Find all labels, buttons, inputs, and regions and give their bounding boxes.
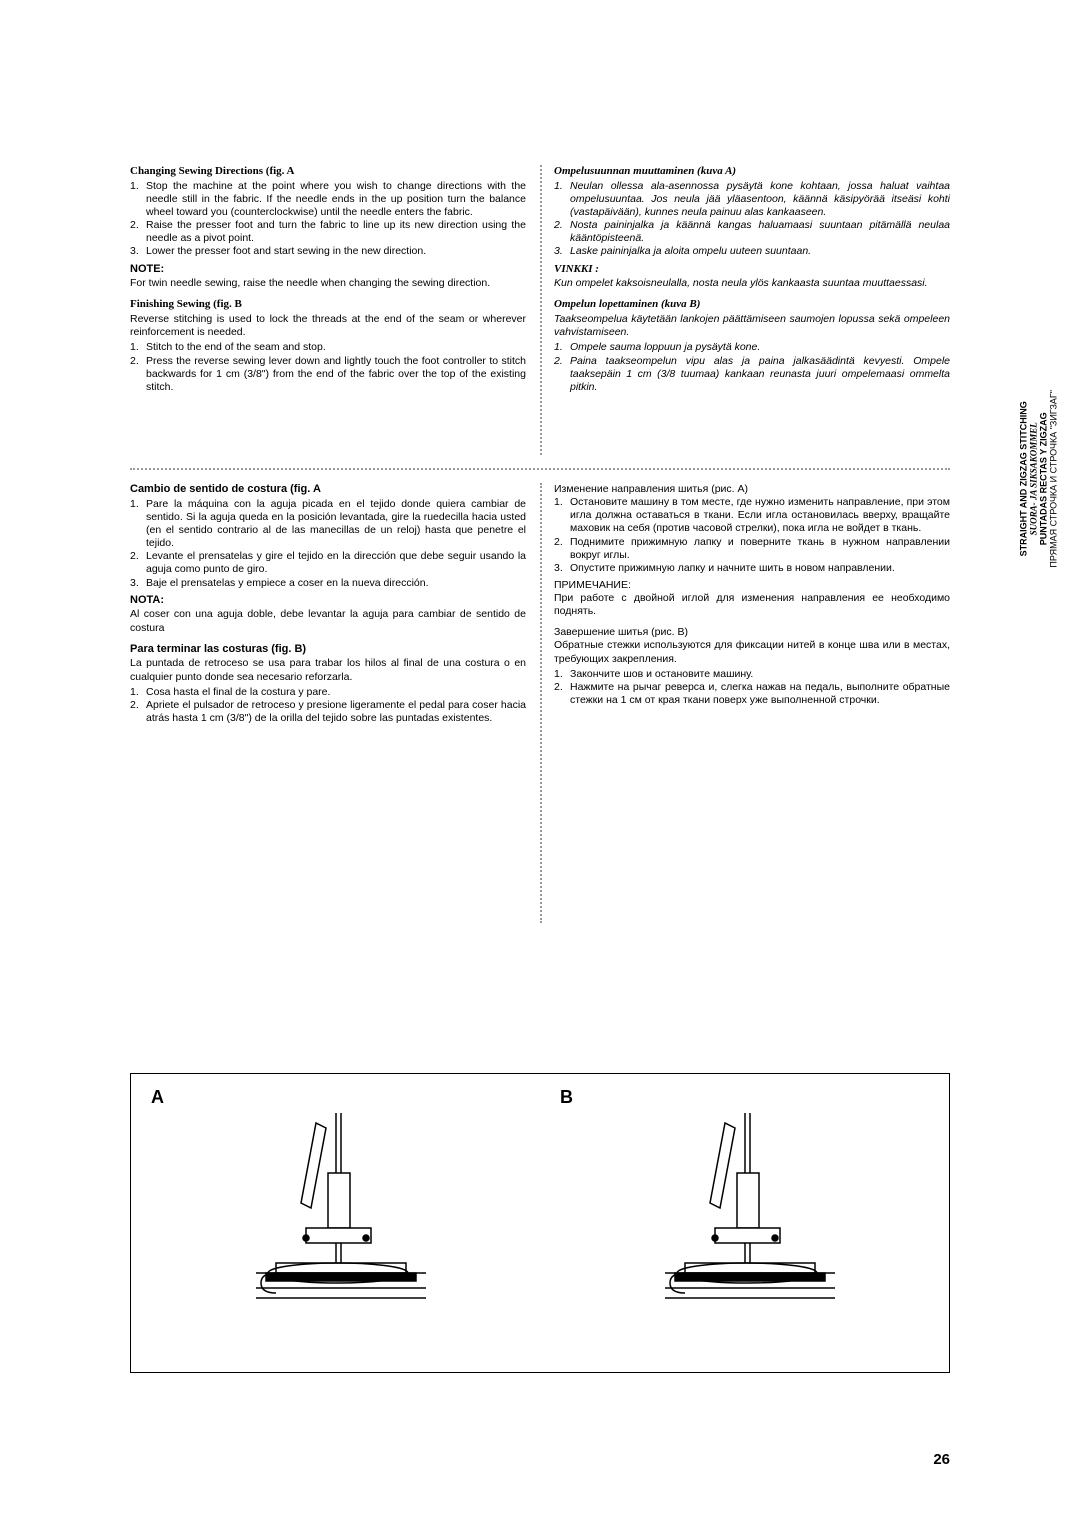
note-text-ru: При работе с двойной иглой для изменения…	[554, 592, 950, 618]
heading-fi-changing: Ompelusuunnan muuttaminen (kuva A)	[554, 165, 950, 179]
figure-label-a: A	[151, 1086, 164, 1109]
presser-foot-diagram-b	[615, 1113, 875, 1333]
column-finnish: Ompelusuunnan muuttaminen (kuva A) 1.Neu…	[552, 165, 950, 455]
column-spanish: Cambio de sentido de costura (fig. A 1.P…	[130, 483, 532, 923]
column-russian: Изменение направления шитья (рис. A) 1.О…	[552, 483, 950, 923]
list-fi-changing: 1.Neulan ollessa ala-asennossa pysäytä k…	[554, 180, 950, 259]
heading-en-changing: Changing Sewing Directions (fig. A	[130, 165, 526, 179]
intro-en-finishing: Reverse stitching is used to lock the th…	[130, 313, 526, 339]
page-number: 26	[933, 1451, 950, 1468]
list-en-finishing: 1.Stitch to the end of the seam and stop…	[130, 341, 526, 394]
figure-b: B	[540, 1074, 949, 1372]
list-en-changing: 1.Stop the machine at the point where yo…	[130, 180, 526, 259]
figure-label-b: B	[560, 1086, 573, 1109]
intro-es-finishing: La puntada de retroceso se usa para trab…	[130, 657, 526, 683]
heading-es-changing: Cambio de sentido de costura (fig. A	[130, 483, 526, 497]
note-label-fi: VINKKI :	[554, 263, 950, 277]
list-ru-changing: 1.Остановите машину в том месте, где нуж…	[554, 496, 950, 575]
note-text-en: For twin needle sewing, raise the needle…	[130, 277, 526, 290]
note-text-es: Al coser con una aguja doble, debe levan…	[130, 608, 526, 634]
list-ru-finishing: 1.Закончите шов и остановите машину. 2.Н…	[554, 668, 950, 707]
intro-ru-finishing: Обратные стежки используются для фиксаци…	[554, 639, 950, 665]
intro-fi-finishing: Taakseompelua käytetään lankojen päättäm…	[554, 313, 950, 339]
heading-es-finishing: Para terminar las costuras (fig. B)	[130, 643, 526, 657]
heading-en-finishing: Finishing Sewing (fig. B	[130, 298, 526, 312]
side-tab-line4: ПРЯМАЯ СТРОЧКА И СТРОЧКА "ЗИГЗАГ"	[1050, 390, 1060, 568]
side-tab: STRAIGHT AND ZIGZAG STITCHING SUORA- JA …	[1020, 390, 1060, 568]
heading-ru-changing: Изменение направления шитья (рис. A)	[554, 483, 950, 496]
heading-fi-finishing: Ompelun lopettaminen (kuva B)	[554, 298, 950, 312]
figure-box: A	[130, 1073, 950, 1373]
figure-a: A	[131, 1074, 540, 1372]
heading-ru-finishing: Завершение шитья (рис. B)	[554, 626, 950, 639]
presser-foot-diagram-a	[206, 1113, 466, 1333]
note-text-fi: Kun ompelet kaksoisneulalla, nosta neula…	[554, 277, 950, 290]
note-label-es: NOTA:	[130, 594, 526, 608]
list-es-finishing: 1.Cosa hasta el final de la costura y pa…	[130, 686, 526, 725]
column-english: Changing Sewing Directions (fig. A 1.Sto…	[130, 165, 532, 455]
horizontal-divider	[130, 463, 950, 473]
note-label-ru: ПРИМЕЧАНИЕ:	[554, 579, 950, 592]
list-es-changing: 1.Pare la máquina con la aguja picada en…	[130, 498, 526, 590]
list-fi-finishing: 1.Ompele sauma loppuun ja pysäytä kone. …	[554, 341, 950, 394]
note-label-en: NOTE:	[130, 263, 526, 277]
